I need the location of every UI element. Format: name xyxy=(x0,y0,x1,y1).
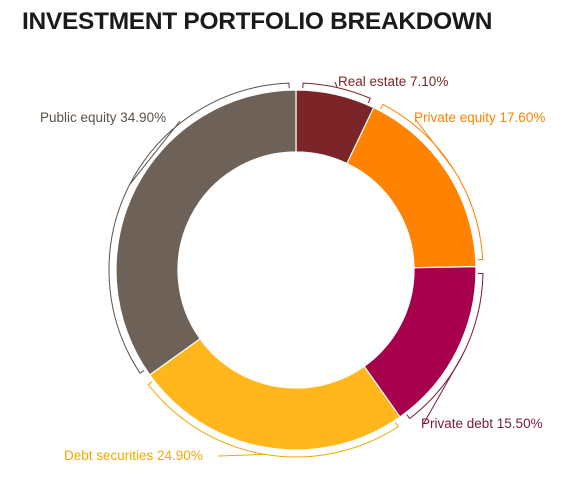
leader-bracket-real-estate xyxy=(302,82,371,104)
slice-debt-securities xyxy=(148,337,401,451)
slice-label-real-estate: Real estate 7.10% xyxy=(338,74,448,89)
leader-line-private-equity xyxy=(415,119,454,170)
leader-line-public-equity xyxy=(129,120,181,185)
leader-line-debt-securities xyxy=(217,453,266,457)
leader-bracket-debt-securities xyxy=(147,381,399,458)
donut-slices xyxy=(115,89,477,451)
chart-title: INVESTMENT PORTFOLIO BREAKDOWN xyxy=(22,8,493,35)
leader-lines xyxy=(108,81,484,458)
slice-label-private-equity: Private equity 17.60% xyxy=(414,110,545,125)
leader-line-private-debt xyxy=(423,354,464,424)
slice-label-debt-securities: Debt securities 24.90% xyxy=(64,448,203,463)
slice-private-equity xyxy=(346,106,477,269)
slice-label-public-equity: Public equity 34.90% xyxy=(40,110,166,125)
slice-label-private-debt: Private debt 15.50% xyxy=(421,416,543,431)
leader-line-real-estate xyxy=(334,81,338,88)
slice-labels: Real estate 7.10% Private equity 17.60% Pr… xyxy=(40,74,545,463)
slice-public-equity xyxy=(115,89,297,376)
